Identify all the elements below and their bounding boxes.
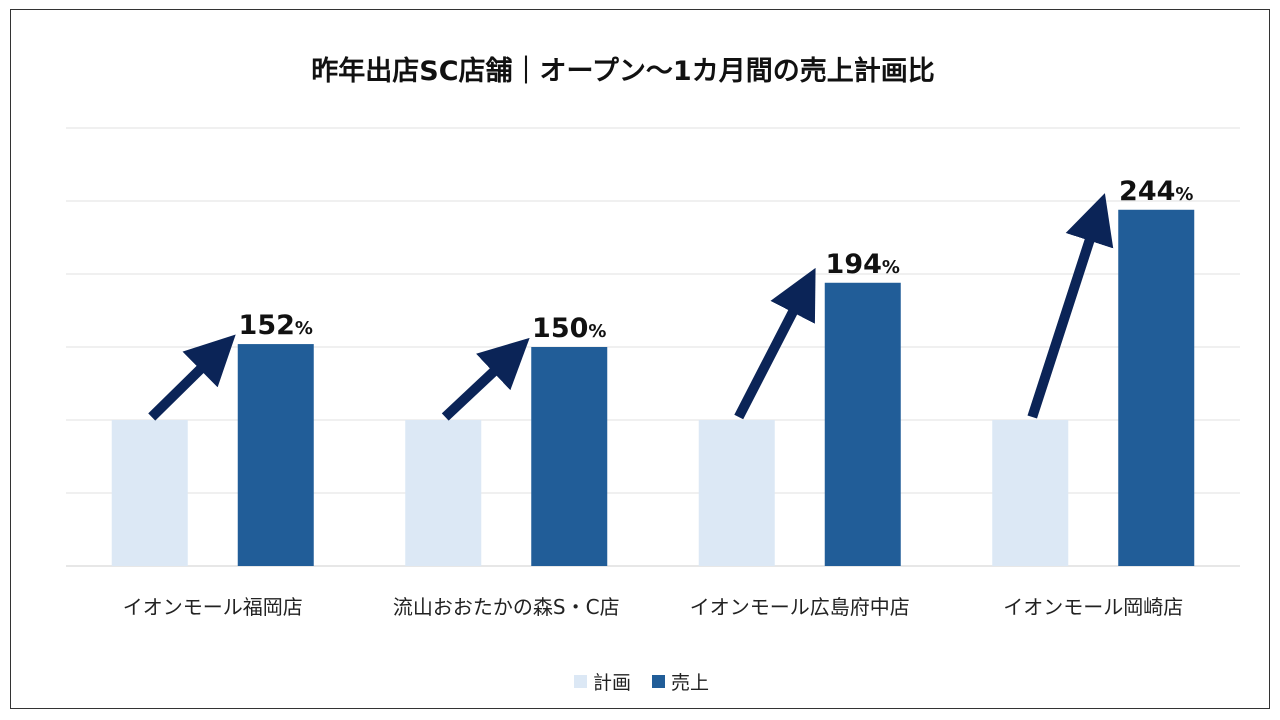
data-label: 194% [826,249,900,280]
bars-group [111,209,1195,566]
bar-sales [1118,209,1195,566]
legend-label: 計画 [593,672,631,694]
growth-arrow [148,334,236,421]
bar-plan [111,420,188,566]
data-label: 150% [532,313,606,344]
growth-arrow [1027,193,1114,419]
data-labels-group: 152% 150% 194% 244% [239,176,1194,344]
data-label: 244% [1119,176,1193,207]
legend-swatch [652,675,665,688]
category-labels-group: イオンモール福岡店 流山おおたかの森S・C店 イオンモール広島府中店 イオンモール岡崎… [123,595,1184,619]
bar-plan [698,420,775,566]
chart-title: 昨年出店SC店舗｜オープン～1カ月間の売上計画比 [311,55,934,87]
bar-plan [992,420,1069,566]
data-label: 152% [239,310,313,341]
category-label: イオンモール岡崎店 [1003,595,1183,619]
growth-arrow [441,337,530,421]
category-label: イオンモール福岡店 [123,595,303,619]
bar-sales [237,344,314,566]
category-label: 流山おおたかの森S・C店 [393,595,620,619]
legend: 計画 売上 [574,672,709,694]
bar-plan [405,420,482,566]
arrows-group [148,193,1114,421]
bar-sales [824,282,901,566]
growth-arrow [734,267,816,420]
bar-sales [531,347,608,566]
category-label: イオンモール広島府中店 [690,595,910,619]
legend-swatch [574,675,587,688]
legend-label: 売上 [671,672,709,694]
